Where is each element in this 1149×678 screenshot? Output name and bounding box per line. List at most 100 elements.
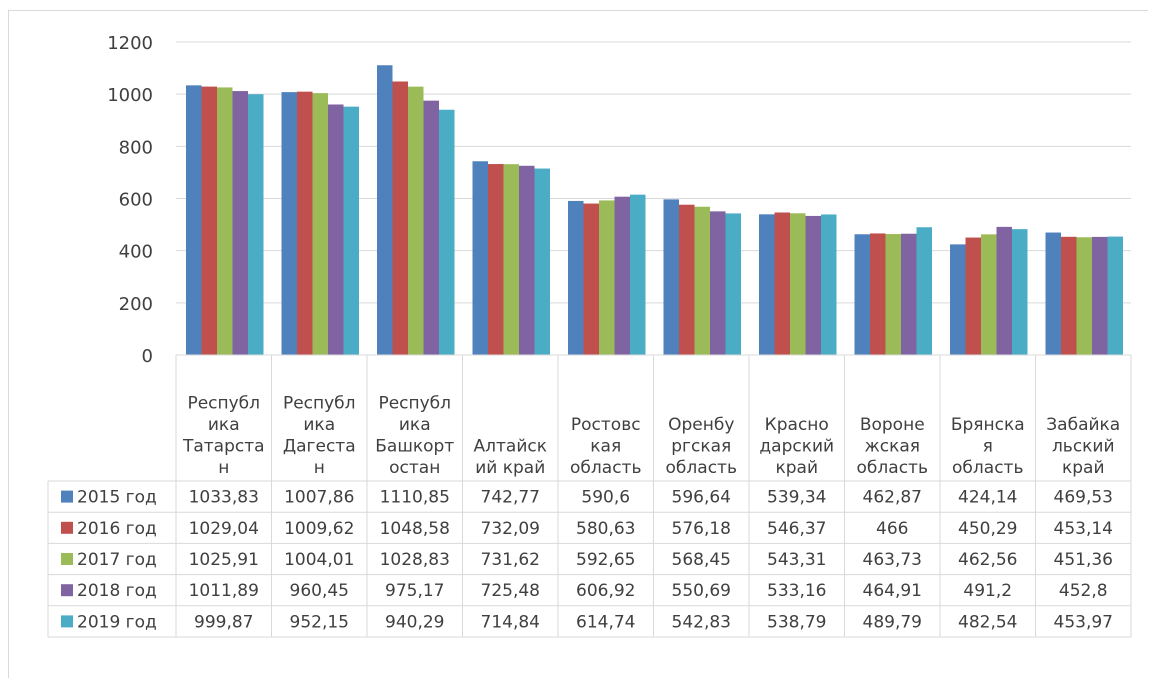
x-tick-label: н [314, 458, 325, 478]
data-label: 491,2 [963, 581, 1012, 601]
data-label: 1110,85 [380, 488, 450, 508]
data-label: 466 [876, 519, 908, 539]
x-tick-label: ика [399, 415, 431, 435]
y-tick-label: 1000 [107, 85, 153, 106]
bar [472, 161, 488, 355]
data-label: 1029,04 [189, 519, 259, 539]
bar [297, 91, 313, 356]
data-label: 1028,83 [380, 550, 450, 570]
x-tick-label: ика [303, 415, 335, 435]
x-tick-label: Брянска [951, 415, 1025, 435]
bar [201, 86, 217, 355]
bar [488, 164, 504, 355]
data-label: 453,14 [1054, 519, 1113, 539]
bar [950, 244, 966, 355]
bar [630, 194, 646, 355]
data-label: 999,87 [194, 612, 253, 632]
bar [854, 234, 870, 355]
y-tick-label: 400 [119, 242, 153, 263]
bar [679, 204, 695, 355]
data-label: 731,62 [481, 550, 540, 570]
x-tick-label: Забайка [1046, 415, 1120, 435]
bar [774, 212, 790, 355]
x-tick-label: кая [590, 437, 621, 457]
data-label: 580,63 [576, 519, 635, 539]
x-tick-label: Красно [765, 415, 829, 435]
bar [312, 93, 328, 355]
x-tick-label: льский [1052, 437, 1115, 457]
bar [710, 211, 726, 355]
data-label: 450,29 [958, 519, 1017, 539]
y-tick-label: 800 [119, 137, 153, 158]
x-tick-label: Оренбу [668, 415, 734, 435]
bar [503, 164, 519, 355]
data-label: 596,64 [672, 488, 731, 508]
bar [663, 199, 679, 355]
x-tick-label: Дагеста [283, 437, 356, 457]
data-label: 1025,91 [189, 550, 259, 570]
bar [534, 168, 550, 355]
legend-entry: 2016 год [77, 519, 157, 539]
data-label: 606,92 [576, 581, 635, 601]
legend-entry: 2015 год [77, 488, 157, 508]
data-label: 1007,86 [284, 488, 354, 508]
bar [392, 81, 408, 355]
data-label: 546,37 [767, 519, 826, 539]
x-tick-label: Башкорт [375, 437, 454, 457]
data-label: 452,8 [1059, 581, 1108, 601]
data-label: 1004,01 [284, 550, 354, 570]
x-tick-label: область [570, 458, 641, 478]
x-tick-label: дарский [759, 437, 834, 457]
bar [916, 227, 932, 355]
bar [439, 109, 455, 355]
data-label: 462,87 [863, 488, 922, 508]
data-label: 940,29 [385, 612, 444, 632]
data-label: 451,36 [1054, 550, 1113, 570]
y-tick-label: 200 [119, 294, 153, 315]
bar [232, 91, 248, 355]
data-label: 533,16 [767, 581, 826, 601]
bar [870, 233, 886, 355]
bar [423, 100, 439, 355]
x-tick-label: область [952, 458, 1023, 478]
bar [217, 87, 233, 355]
bar [583, 203, 599, 355]
data-label: 1011,89 [189, 581, 259, 601]
data-label: 464,91 [863, 581, 922, 601]
x-tick-label: Вороне [860, 415, 925, 435]
data-label: 543,31 [767, 550, 826, 570]
data-label: 592,65 [576, 550, 635, 570]
x-tick-label: ргская [671, 437, 731, 457]
data-label: 453,97 [1054, 612, 1113, 632]
y-tick-label: 1200 [107, 33, 153, 54]
data-label: 742,77 [481, 488, 540, 508]
data-label: 542,83 [672, 612, 731, 632]
data-label: 1048,58 [380, 519, 450, 539]
bar [519, 165, 535, 355]
x-tick-label: край [1062, 458, 1105, 478]
chart-frame [8, 10, 1148, 678]
data-label: 539,34 [767, 488, 826, 508]
data-label: 538,79 [767, 612, 826, 632]
legend-entry: 2018 год [77, 581, 157, 601]
data-label: 714,84 [481, 612, 540, 632]
data-label: 576,18 [672, 519, 731, 539]
bar [1092, 236, 1108, 355]
bar [343, 106, 359, 355]
x-tick-label: край [775, 458, 818, 478]
x-tick-label: жская [864, 437, 920, 457]
bar [599, 200, 615, 355]
bar [1012, 229, 1028, 355]
data-label: 550,69 [672, 581, 731, 601]
bar [1076, 237, 1092, 355]
legend-key [61, 553, 73, 565]
data-label: 960,45 [290, 581, 349, 601]
bar [790, 213, 806, 355]
data-label: 424,14 [958, 488, 1017, 508]
legend-entry: 2017 год [77, 550, 157, 570]
x-tick-label: Республ [378, 394, 451, 414]
bar [614, 196, 630, 355]
x-tick-label: остан [389, 458, 440, 478]
x-tick-label: Ростовс [571, 415, 641, 435]
